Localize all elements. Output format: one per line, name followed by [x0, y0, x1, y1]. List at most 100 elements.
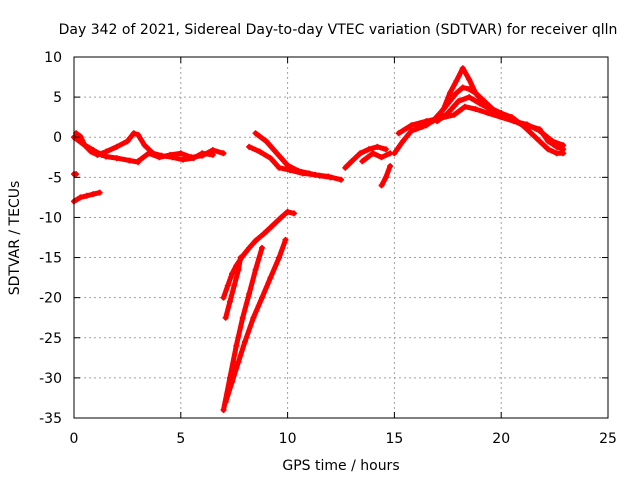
data-point: [560, 150, 567, 157]
data-series: [71, 65, 567, 413]
data-point: [451, 111, 458, 118]
series-arc-m: [359, 150, 393, 164]
data-point: [434, 118, 441, 125]
data-point: [77, 133, 84, 140]
data-point: [528, 130, 535, 137]
data-point: [545, 146, 552, 153]
plot-frame: [73, 56, 609, 419]
data-point: [444, 110, 451, 117]
data-point: [220, 150, 227, 157]
data-point: [485, 110, 492, 117]
data-point: [235, 358, 242, 365]
data-point: [519, 122, 526, 129]
data-point: [459, 65, 466, 72]
data-point: [461, 103, 468, 110]
data-point: [261, 230, 268, 237]
data-point: [229, 378, 236, 385]
y-tick-label: 10: [44, 50, 62, 66]
data-point: [252, 237, 259, 244]
data-point: [276, 254, 283, 261]
data-point: [472, 106, 479, 113]
data-point: [135, 158, 142, 165]
data-point: [536, 127, 543, 134]
data-point: [382, 146, 389, 153]
data-point: [258, 294, 265, 301]
data-point: [141, 142, 148, 149]
data-point: [224, 282, 231, 289]
data-point: [342, 164, 349, 171]
data-point: [167, 151, 174, 158]
data-point: [472, 90, 479, 97]
data-point: [96, 189, 103, 196]
data-point: [124, 138, 131, 145]
y-axis-label: SDTVAR / TECUs: [7, 181, 23, 296]
data-point: [440, 106, 447, 113]
data-point: [209, 147, 216, 154]
data-point: [365, 146, 372, 153]
data-point: [179, 156, 186, 163]
data-point: [291, 210, 298, 217]
data-point: [284, 208, 291, 215]
series-arc-k: [246, 144, 344, 183]
data-point: [226, 298, 233, 305]
data-point: [325, 173, 332, 180]
data-point: [466, 76, 473, 83]
data-point: [466, 86, 473, 93]
chart-title: Day 342 of 2021, Sidereal Day-to-day VTE…: [59, 22, 618, 38]
data-point: [498, 110, 505, 117]
data-point: [455, 98, 462, 105]
data-point: [229, 270, 236, 277]
data-point: [399, 138, 406, 145]
data-point: [246, 244, 253, 251]
y-tick-label: -10: [39, 210, 62, 226]
data-point: [126, 157, 133, 164]
data-point: [378, 154, 385, 161]
data-point: [553, 150, 560, 157]
data-point: [408, 127, 415, 134]
y-tick-label: -25: [39, 331, 62, 347]
data-point: [278, 214, 285, 221]
data-point: [374, 143, 381, 150]
data-point: [378, 182, 385, 189]
data-point: [222, 314, 229, 321]
y-tick-label: -5: [48, 170, 62, 186]
data-point: [233, 342, 240, 349]
data-point: [81, 142, 88, 149]
data-point: [560, 142, 567, 149]
x-tick-label: 15: [385, 431, 403, 447]
y-tick-label: -30: [39, 371, 62, 387]
data-point: [252, 266, 259, 273]
data-point: [256, 148, 263, 155]
y-tick-label: -20: [39, 291, 62, 307]
data-point: [231, 282, 238, 289]
data-point: [446, 90, 453, 97]
data-point: [276, 164, 283, 171]
data-point: [466, 94, 473, 101]
data-point: [246, 290, 253, 297]
data-point: [408, 122, 415, 129]
data-point: [359, 158, 366, 165]
y-tick-label: -15: [39, 251, 62, 267]
x-tick-label: 0: [70, 431, 79, 447]
data-point: [246, 143, 253, 150]
data-point: [338, 176, 344, 183]
data-point: [446, 98, 453, 105]
grid: [74, 57, 608, 418]
data-point: [188, 154, 195, 161]
x-tick-label: 25: [599, 431, 617, 447]
data-point: [113, 143, 120, 150]
data-point: [237, 254, 244, 261]
y-tick-label: 5: [53, 90, 62, 106]
data-point: [199, 152, 206, 159]
data-point: [382, 174, 389, 181]
data-point: [286, 167, 293, 174]
data-point: [423, 122, 430, 129]
data-point: [312, 171, 319, 178]
data-point: [395, 130, 402, 137]
data-point: [220, 294, 227, 301]
data-point: [453, 90, 460, 97]
data-point: [135, 131, 142, 138]
data-point: [282, 236, 289, 243]
data-point: [113, 155, 120, 162]
